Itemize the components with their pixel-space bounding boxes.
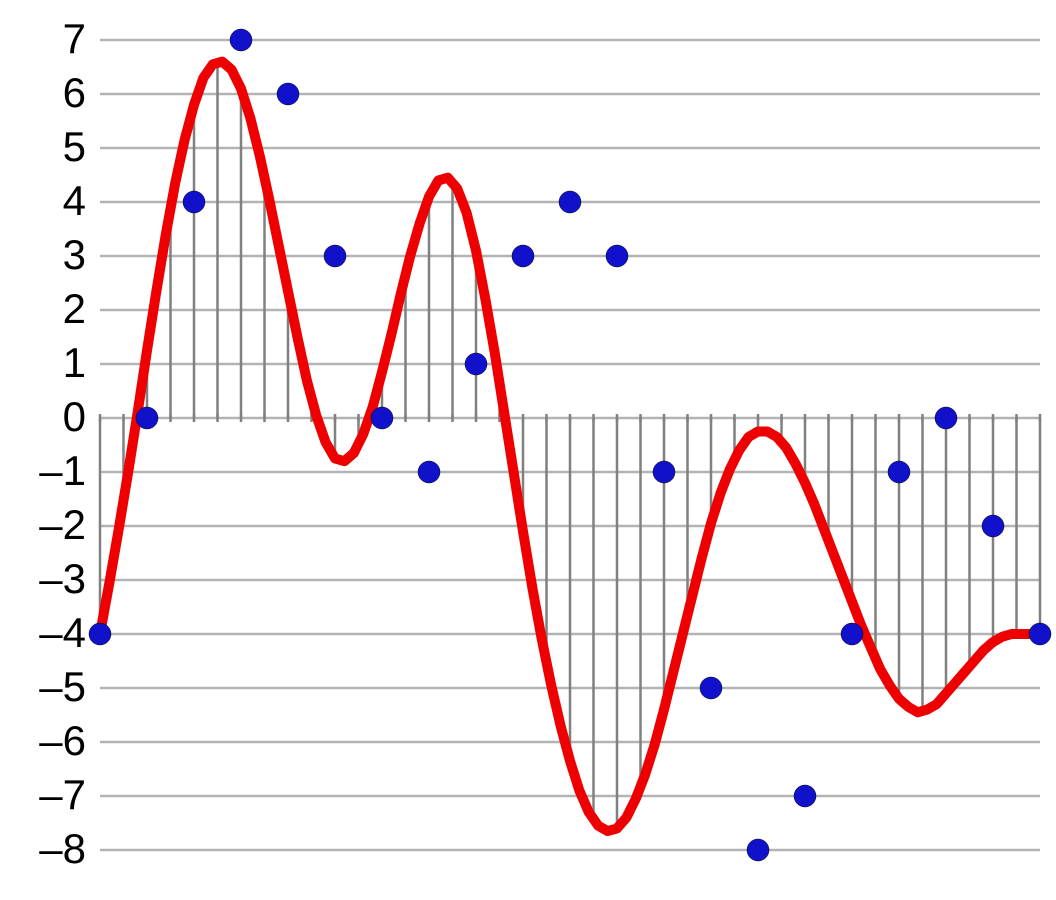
data-point xyxy=(371,407,393,429)
data-point xyxy=(841,623,863,645)
data-point xyxy=(512,245,534,267)
data-point xyxy=(418,461,440,483)
y-tick-label: –3 xyxy=(39,555,86,602)
data-point xyxy=(653,461,675,483)
data-point xyxy=(89,623,111,645)
stem-lines xyxy=(100,63,1040,828)
data-point xyxy=(465,353,487,375)
y-tick-label: –5 xyxy=(39,663,86,710)
y-tick-label: 4 xyxy=(63,177,86,224)
y-tick-labels: 7 6 5 4 3 2 1 0 –1 –2 –3 –4 –5 –6 –7 –8 xyxy=(39,15,86,872)
data-point xyxy=(606,245,628,267)
y-tick-label: 0 xyxy=(63,393,86,440)
data-point xyxy=(700,677,722,699)
y-tick-label: –7 xyxy=(39,771,86,818)
y-tick-label: –2 xyxy=(39,501,86,548)
y-tick-label: 2 xyxy=(63,285,86,332)
data-point xyxy=(747,839,769,861)
y-tick-label: 5 xyxy=(63,123,86,170)
data-point xyxy=(183,191,205,213)
data-point xyxy=(935,407,957,429)
chart-container: 7 6 5 4 3 2 1 0 –1 –2 –3 –4 –5 –6 –7 –8 xyxy=(0,0,1056,900)
y-tick-label: 1 xyxy=(63,339,86,386)
data-point xyxy=(136,407,158,429)
y-tick-label: –1 xyxy=(39,447,86,494)
data-point xyxy=(324,245,346,267)
y-tick-label: –6 xyxy=(39,717,86,764)
data-point xyxy=(1029,623,1051,645)
y-tick-label: 7 xyxy=(63,15,86,62)
y-tick-label: –8 xyxy=(39,825,86,872)
data-point xyxy=(230,29,252,51)
y-tick-label: 6 xyxy=(63,69,86,116)
data-point xyxy=(888,461,910,483)
chart-svg: 7 6 5 4 3 2 1 0 –1 –2 –3 –4 –5 –6 –7 –8 xyxy=(0,0,1056,900)
data-point xyxy=(794,785,816,807)
data-point xyxy=(559,191,581,213)
data-point xyxy=(277,83,299,105)
y-tick-label: 3 xyxy=(63,231,86,278)
y-tick-label: –4 xyxy=(39,609,86,656)
data-point xyxy=(982,515,1004,537)
